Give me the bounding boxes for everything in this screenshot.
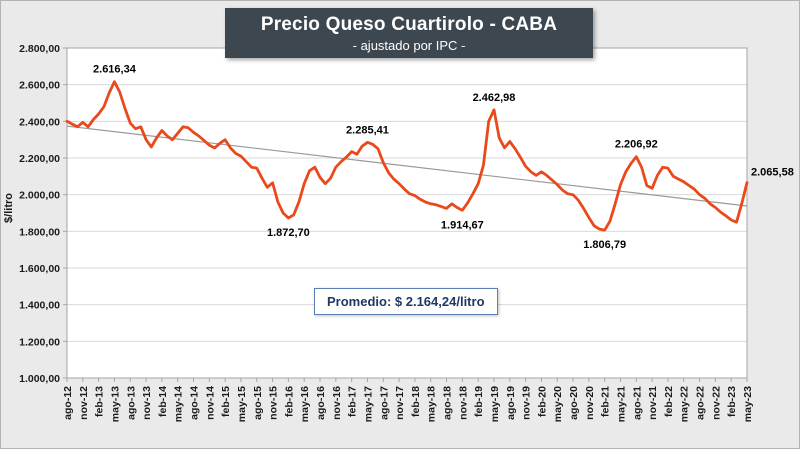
x-tick-label: nov-12: [78, 386, 90, 420]
x-tick-label: may-20: [552, 386, 564, 422]
y-tick-label: 1.400,00: [19, 300, 60, 312]
y-tick-label: 2.200,00: [19, 153, 60, 165]
x-tick-label: feb-14: [157, 386, 169, 417]
x-tick-label: feb-19: [473, 386, 485, 417]
data-label: 1.806,79: [583, 239, 626, 251]
x-tick-label: nov-17: [394, 386, 406, 420]
x-tick-label: feb-15: [220, 386, 232, 417]
x-tick-label: nov-16: [331, 386, 343, 420]
x-tick-label: nov-13: [141, 386, 153, 420]
x-tick-label: may-19: [489, 386, 501, 422]
x-tick-label: may-23: [742, 386, 754, 422]
x-tick-label: feb-16: [283, 386, 295, 417]
x-tick-label: ago-15: [252, 386, 264, 420]
x-tick-label: may-17: [362, 386, 374, 422]
x-tick-label: nov-15: [268, 386, 280, 420]
y-tick-label: 1.800,00: [19, 226, 60, 238]
x-tick-label: may-21: [615, 386, 627, 422]
y-tick-label: 2.400,00: [19, 116, 60, 128]
data-label: 2.285,41: [346, 124, 389, 136]
x-tick-label: feb-21: [600, 386, 612, 417]
x-tick-label: may-18: [426, 386, 438, 422]
y-axis-title: $/litro: [3, 193, 15, 223]
average-callout: Promedio: $ 2.164,24/litro: [314, 288, 498, 315]
data-label: 2.616,34: [93, 64, 137, 76]
x-tick-label: ago-19: [505, 386, 517, 420]
x-tick-label: nov-14: [204, 386, 216, 420]
x-tick-label: feb-18: [410, 386, 422, 417]
plot-area: [67, 48, 747, 378]
x-tick-label: nov-18: [457, 386, 469, 420]
x-tick-label: feb-22: [663, 386, 675, 417]
x-tick-label: may-14: [173, 386, 185, 422]
x-tick-label: may-13: [109, 386, 121, 422]
x-tick-label: ago-16: [315, 386, 327, 420]
x-tick-label: ago-14: [189, 386, 201, 420]
x-tick-label: may-15: [236, 386, 248, 422]
y-tick-label: 2.800,00: [19, 43, 60, 55]
y-tick-label: 1.600,00: [19, 263, 60, 275]
data-label: 1.914,67: [441, 219, 484, 231]
trend-line: [66, 125, 748, 207]
x-tick-label: feb-23: [726, 386, 738, 417]
x-tick-label: feb-17: [347, 386, 359, 417]
y-tick-label: 1.000,00: [19, 373, 60, 385]
x-tick-label: may-22: [679, 386, 691, 422]
x-tick-label: ago-12: [62, 386, 74, 420]
y-tick-label: 2.600,00: [19, 80, 60, 92]
y-tick-label: 1.200,00: [19, 336, 60, 348]
x-tick-label: ago-20: [568, 386, 580, 420]
x-tick-label: may-16: [299, 386, 311, 422]
x-tick-label: feb-20: [536, 386, 548, 417]
x-tick-label: nov-19: [521, 386, 533, 420]
data-label: 2.065,58: [751, 167, 794, 179]
price-series-line: [65, 80, 749, 232]
x-tick-label: ago-21: [631, 386, 643, 420]
y-tick-label: 2.000,00: [19, 190, 60, 202]
x-tick-label: ago-22: [695, 386, 707, 420]
data-label: 1.872,70: [267, 227, 310, 239]
x-tick-label: ago-18: [442, 386, 454, 420]
average-label: Promedio: $ 2.164,24/litro: [327, 294, 485, 309]
data-label: 2.462,98: [473, 92, 516, 104]
x-tick-label: nov-20: [584, 386, 596, 420]
chart-title-box: Precio Queso Cuartirolo - CABA - ajustad…: [225, 8, 593, 58]
x-tick-label: nov-21: [647, 386, 659, 420]
x-tick-label: ago-17: [378, 386, 390, 420]
x-tick-label: feb-13: [94, 386, 106, 417]
chart-subtitle: - ajustado por IPC -: [352, 38, 466, 53]
data-label: 2.206,92: [615, 139, 658, 151]
chart-title: Precio Queso Cuartirolo - CABA: [260, 14, 558, 35]
x-tick-label: nov-22: [710, 386, 722, 420]
x-tick-label: ago-13: [125, 386, 137, 420]
